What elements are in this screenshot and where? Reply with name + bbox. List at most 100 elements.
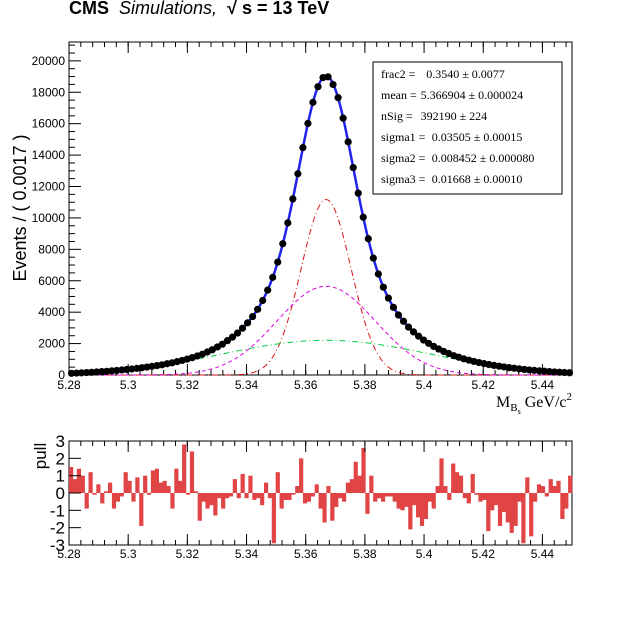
pull-bar [380,493,386,502]
data-point [344,138,352,146]
pull-bar [517,493,522,502]
x-label-subsub: s [518,407,521,416]
pull-bar [345,482,351,493]
pull-bar [131,493,136,502]
fit-param-name: mean = [381,88,417,102]
pull-bar [221,493,226,509]
pull-bar [185,493,191,495]
pull-bar [357,475,362,493]
y-tick-label: 12000 [32,180,66,194]
pull-bar [146,493,152,495]
pull-bar [283,493,288,500]
data-point [254,305,262,313]
fit-param-name: nSig = [381,109,413,123]
pull-bar [497,493,503,526]
pull-bar [478,493,483,502]
fit-param-value: 0.01668 ± 0.00010 [432,172,523,186]
pull-bar [505,493,510,523]
pull-bar [435,486,440,493]
data-point [304,119,312,128]
x-tick-label: 5.34 [235,378,259,392]
x-tick-label: 5.3 [120,378,137,392]
x-tick-label: 5.4 [416,547,433,561]
x-tick-label: 5.42 [472,547,496,561]
x-tick-label: 5.38 [353,547,377,561]
pull-bar [232,479,237,493]
fit-param-value: 0.03505 ± 0.00015 [432,130,523,144]
pull-bar [111,493,117,509]
pull-bar [431,493,436,509]
pull-bar [92,493,97,495]
pull-bar [166,486,171,493]
pull-bar [392,493,397,502]
y-tick-label: 8000 [38,242,65,256]
pull-bar [302,493,308,504]
data-point [309,98,317,106]
pull-bar [408,493,413,530]
pull-bar [353,461,358,493]
data-point [259,296,267,305]
pull-bar [513,493,518,526]
main-y-axis: 0 2000 4000 6000 8000 10000 12000 14000 16000 180… [32,44,81,382]
pull-bar [127,480,132,493]
pull-x-axis: 5.28 5.3 5.32 5.34 5.36 5.38 5.4 5.42 5.44 [57,441,567,561]
x-tick-label: 5.38 [353,378,377,392]
pull-bar [228,493,234,497]
pull-bar [248,475,253,493]
data-point [359,213,367,221]
pull-bar [158,482,163,493]
pull-bar [486,493,491,532]
pull-bar [209,493,214,506]
pull-bar [287,493,292,500]
pull-bar [174,468,179,493]
pull-bar [334,493,339,507]
pull-bar [548,479,553,493]
x-tick-label: 5.44 [531,378,555,392]
pull-bar [154,468,159,493]
x-tick-label: 5.32 [176,547,200,561]
pull-y-tick-label: -2 [50,519,65,538]
pull-bar [201,493,206,502]
pull-bar [439,458,444,493]
pull-bar [135,477,140,493]
pull-bar [123,472,128,493]
pull-bar [423,493,429,519]
main-y-axis-label: Events / ( 0.0017 ) [10,134,30,281]
energy-label: s = 13 TeV [242,0,329,18]
pull-bar [72,479,78,493]
pull-bar [509,493,514,533]
pull-bar [256,493,261,499]
fit-param-name: sigma1 = [381,130,426,144]
pull-bar [279,493,284,509]
data-point [223,337,232,345]
x-label-unit: GeV/c [525,394,567,411]
x-tick-label: 5.32 [176,378,200,392]
pull-bar [388,493,393,497]
pull-bar [88,472,93,493]
fit-param-name: sigma3 = [381,172,426,186]
pull-bar [470,473,475,493]
pull-bar [162,480,167,493]
data-point [294,170,302,178]
experiment-label: CMS [69,0,109,18]
pull-bar [150,470,156,493]
pull-bar [521,493,526,544]
data-point [274,258,282,266]
data-point [374,270,382,278]
pull-bar [244,493,249,499]
pull-y-tick-label: -1 [50,501,65,520]
pull-bar [139,493,144,526]
pull-bar [377,493,382,499]
data-point [384,294,392,302]
data-points [67,73,574,377]
pull-bar [217,493,222,499]
pull-bars [69,444,573,544]
x-tick-label: 5.28 [57,547,81,561]
x-tick-label: 5.4 [416,378,433,392]
figure-header: CMS Simulations, √ s = 13 TeV [69,0,329,18]
pull-bar [143,475,148,493]
pull-bar [529,493,534,537]
x-tick-label: 5.44 [531,547,555,561]
